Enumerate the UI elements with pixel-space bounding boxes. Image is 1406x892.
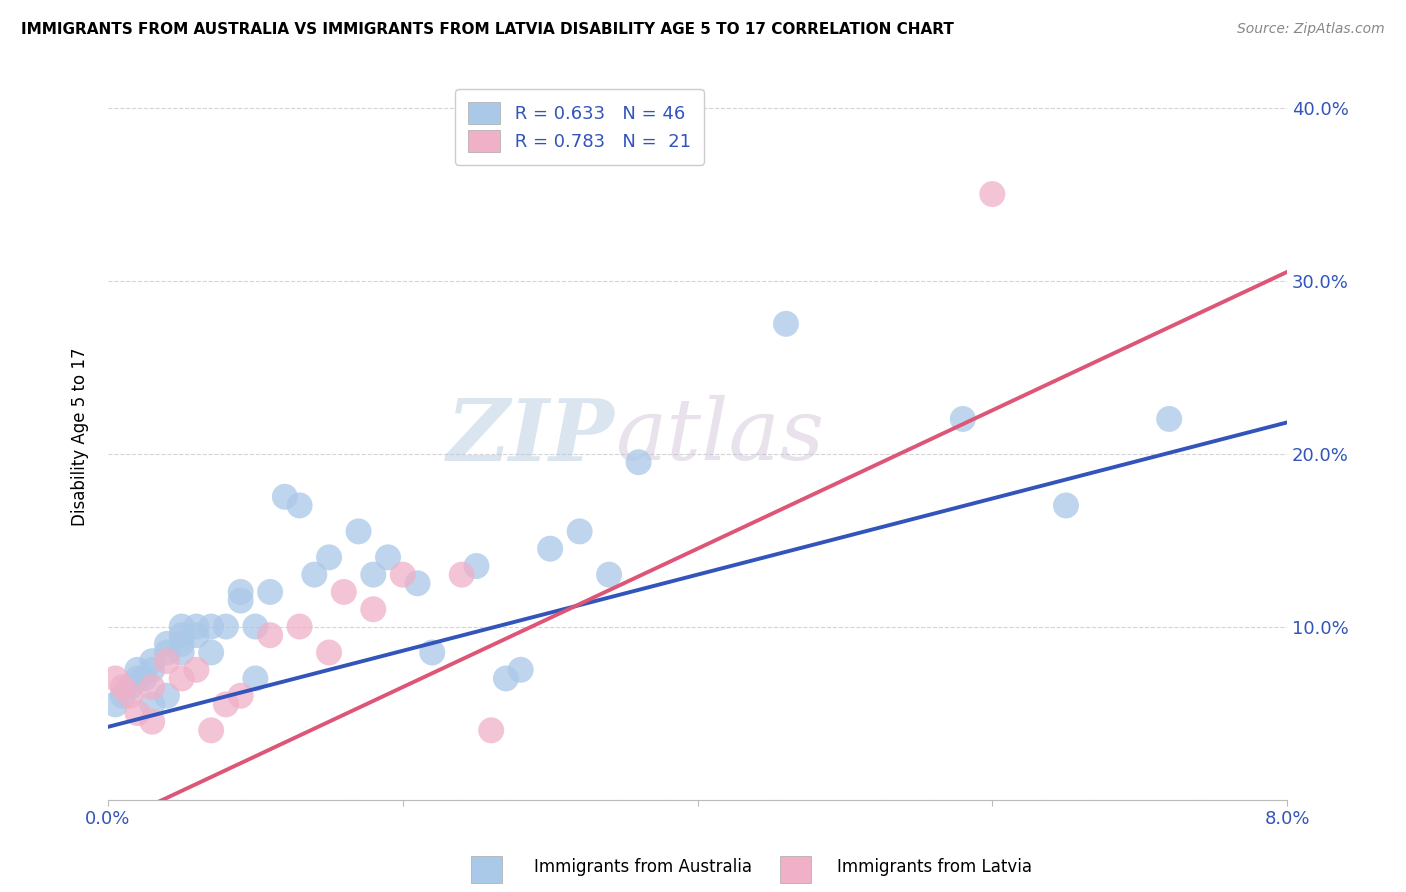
Text: Immigrants from Latvia: Immigrants from Latvia <box>837 858 1032 876</box>
Point <box>141 698 163 712</box>
Point <box>288 619 311 633</box>
Point <box>598 567 620 582</box>
Text: IMMIGRANTS FROM AUSTRALIA VS IMMIGRANTS FROM LATVIA DISABILITY AGE 5 TO 17 CORRE: IMMIGRANTS FROM AUSTRALIA VS IMMIGRANTS … <box>21 22 953 37</box>
Y-axis label: Disability Age 5 to 17: Disability Age 5 to 17 <box>72 347 89 525</box>
Point <box>361 567 384 582</box>
Point <box>200 619 222 633</box>
Point <box>377 550 399 565</box>
Point <box>495 672 517 686</box>
Point <box>450 567 472 582</box>
Point <box>288 499 311 513</box>
Point <box>259 585 281 599</box>
Point <box>1159 412 1181 426</box>
Point <box>420 645 443 659</box>
Point <box>156 645 179 659</box>
Point <box>479 723 502 738</box>
Point <box>127 672 149 686</box>
Point <box>156 637 179 651</box>
Point <box>318 550 340 565</box>
Point <box>170 637 193 651</box>
Point <box>229 689 252 703</box>
Point <box>406 576 429 591</box>
Point <box>134 672 156 686</box>
Point <box>170 619 193 633</box>
Point <box>156 689 179 703</box>
Point <box>141 714 163 729</box>
Point <box>1054 499 1077 513</box>
Point <box>186 663 208 677</box>
Point <box>141 680 163 694</box>
Point <box>104 698 127 712</box>
Point <box>141 654 163 668</box>
Point <box>215 698 238 712</box>
Point <box>127 706 149 720</box>
Point <box>170 645 193 659</box>
Point <box>186 628 208 642</box>
Point <box>509 663 531 677</box>
Point <box>347 524 370 539</box>
Point <box>318 645 340 659</box>
Point <box>259 628 281 642</box>
Point <box>200 645 222 659</box>
Point <box>981 187 1004 202</box>
Point <box>775 317 797 331</box>
Point <box>229 593 252 607</box>
Point <box>333 585 356 599</box>
Point <box>627 455 650 469</box>
Point <box>170 628 193 642</box>
Point <box>170 672 193 686</box>
Point <box>245 672 267 686</box>
Text: Immigrants from Australia: Immigrants from Australia <box>534 858 752 876</box>
Point <box>215 619 238 633</box>
Text: Source: ZipAtlas.com: Source: ZipAtlas.com <box>1237 22 1385 37</box>
Point <box>104 672 127 686</box>
Point <box>120 689 142 703</box>
Point <box>111 680 134 694</box>
Point <box>186 619 208 633</box>
Point <box>361 602 384 616</box>
Point <box>229 585 252 599</box>
Text: atlas: atlas <box>614 395 824 477</box>
Legend:  R = 0.633   N = 46,  R = 0.783   N =  21: R = 0.633 N = 46, R = 0.783 N = 21 <box>456 89 704 165</box>
Point <box>391 567 413 582</box>
Point <box>952 412 974 426</box>
Point <box>304 567 326 582</box>
Point <box>156 654 179 668</box>
Point <box>111 689 134 703</box>
Point <box>274 490 297 504</box>
Point <box>568 524 591 539</box>
Point <box>141 663 163 677</box>
Point <box>120 680 142 694</box>
Point <box>245 619 267 633</box>
Point <box>127 663 149 677</box>
Point <box>465 559 488 574</box>
Point <box>538 541 561 556</box>
Point <box>200 723 222 738</box>
Text: ZIP: ZIP <box>447 394 614 478</box>
